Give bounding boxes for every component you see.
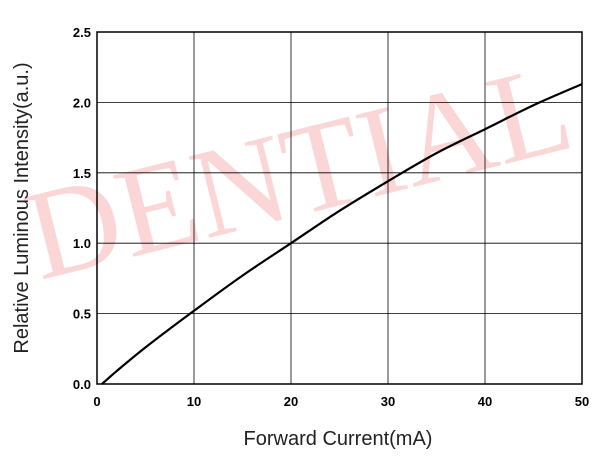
y-tick-label: 0.5 (73, 307, 91, 322)
series-layer (101, 83, 583, 385)
x-tick-label: 10 (187, 394, 201, 409)
plot-area (96, 31, 583, 385)
grid-lines (97, 32, 582, 384)
y-tick-label: 1.0 (73, 236, 91, 251)
y-tick-label: 2.0 (73, 95, 91, 110)
y-axis-title: Relative Luminous Intensity(a.u.) (11, 62, 33, 353)
y-tick-labels: 0.0 0.5 1.0 1.5 2.0 2.5 (73, 25, 91, 392)
x-tick-labels: 0 10 20 30 40 50 (93, 394, 589, 409)
x-axis-title: Forward Current(mA) (244, 428, 433, 450)
x-tick-label: 50 (575, 394, 589, 409)
x-tick-label: 40 (478, 394, 492, 409)
y-tick-label: 0.0 (73, 377, 91, 392)
confidential-watermark: DENTIAL (12, 35, 584, 307)
x-tick-label: 30 (381, 394, 395, 409)
x-tick-label: 20 (284, 394, 298, 409)
y-tick-label: 2.5 (73, 25, 91, 40)
y-tick-label: 1.5 (73, 166, 91, 181)
x-tick-label: 0 (93, 394, 100, 409)
series-line-0 (101, 83, 583, 385)
